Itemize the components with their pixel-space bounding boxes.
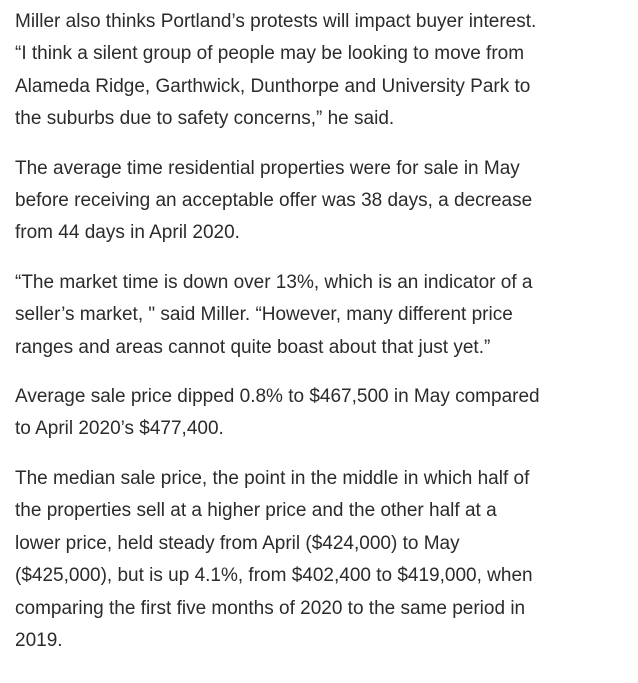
paragraph-miller-quote: “The market time is down over 13%, which…: [15, 267, 618, 364]
paragraph-average-sale-price: Average sale price dipped 0.8% to $467,5…: [15, 381, 618, 446]
text-line: before receiving an acceptable offer was…: [15, 190, 533, 212]
text-line: Alameda Ridge, Garthwick, Dunthorpe and …: [15, 75, 531, 97]
text-line: lower price, held steady from April ($42…: [15, 532, 460, 554]
text-line: Average sale price dipped 0.8% to $467,5…: [15, 386, 540, 408]
paragraph-median-sale-price: The median sale price, the point in the …: [15, 463, 618, 657]
text-line: to April 2020’s $477,400.: [15, 418, 224, 440]
text-line: from 44 days in April 2020.: [15, 222, 240, 244]
text-line: “I think a silent group of people may be…: [15, 43, 525, 65]
text-line: ranges and areas cannot quite boast abou…: [15, 336, 491, 358]
text-line: The median sale price, the point in the …: [15, 467, 530, 489]
text-line: Miller also thinks Portland’s protests w…: [15, 11, 537, 32]
text-line: the suburbs due to safety concerns,” he …: [15, 108, 395, 130]
article-body: Miller also thinks Portland’s protests w…: [15, 6, 618, 657]
text-line: 2019.: [15, 629, 63, 651]
text-line: The average time residential properties …: [15, 157, 520, 179]
text-line: the properties sell at a higher price an…: [15, 500, 497, 522]
paragraph-protests-impact: Miller also thinks Portland’s protests w…: [15, 6, 618, 136]
text-line: “The market time is down over 13%, which…: [15, 271, 533, 293]
text-line: comparing the first five months of 2020 …: [15, 597, 526, 619]
paragraph-average-market-time: The average time residential properties …: [15, 153, 618, 250]
text-line: ($425,000), but is up 4.1%, from $402,40…: [15, 565, 533, 587]
text-line: seller’s market, " said Miller. “However…: [15, 304, 513, 326]
